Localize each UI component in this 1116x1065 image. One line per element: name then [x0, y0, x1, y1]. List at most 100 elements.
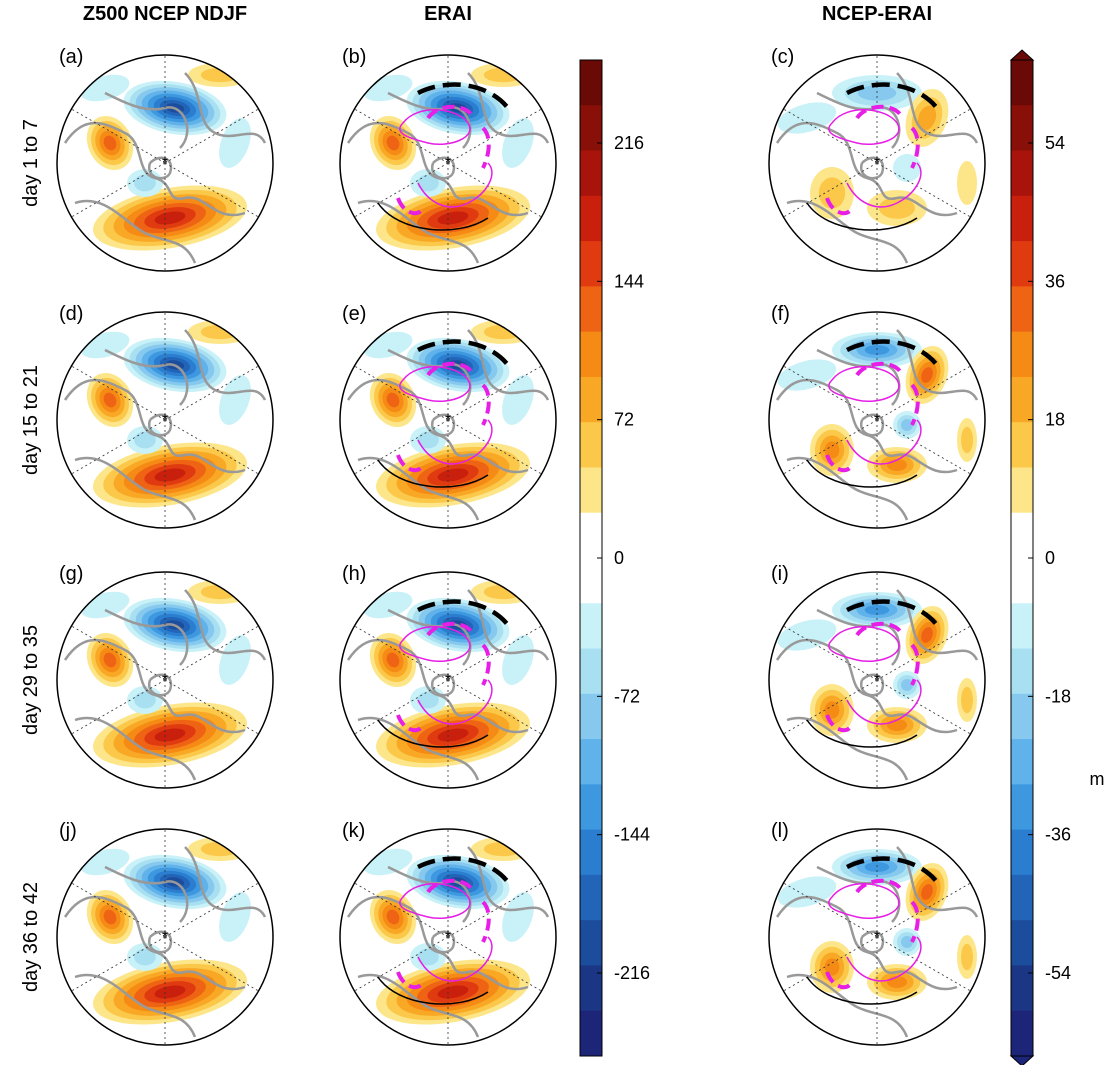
map-panel-e: * (e): [339, 303, 557, 529]
colorbar-segment: [1011, 467, 1033, 514]
svg-text:*: *: [874, 155, 880, 172]
colorbar-segment: [1011, 1010, 1033, 1057]
panel-label: (i): [771, 563, 789, 585]
panel-label: (f): [771, 303, 790, 325]
colorbar-segment: [1011, 648, 1033, 695]
colorbar-tick-label: 216: [614, 133, 644, 153]
colorbar-segment: [1011, 693, 1033, 740]
colorbar-segment: [580, 558, 602, 604]
colorbar-tick-label: -18: [1045, 686, 1071, 706]
colorbar-segment: [580, 195, 602, 242]
map-panel-c: * (c): [768, 46, 986, 272]
column-title-1: Z500 NCEP NDJF: [83, 3, 247, 25]
map-panel-k: * (k): [339, 820, 557, 1046]
colorbar-max-arrow: [1009, 49, 1035, 61]
svg-text:*: *: [874, 929, 880, 946]
column-title-3: NCEP-ERAI: [822, 3, 932, 25]
colorbar-segment: [580, 422, 602, 468]
map-panel-l: * (l): [768, 820, 986, 1046]
colorbar-segment: [580, 965, 602, 1012]
colorbar-segment: [580, 603, 602, 650]
colorbar-segment: [1011, 512, 1033, 559]
colorbar-segment: [1011, 105, 1033, 152]
colorbar-tick-label: 54: [1045, 133, 1065, 153]
colorbar-segment: [580, 693, 602, 740]
colorbar-segment: [1011, 422, 1033, 468]
colorbar-segment: [580, 1010, 602, 1057]
colorbar-segment: [1011, 286, 1033, 333]
map-panel-f: * (f): [768, 303, 986, 529]
colorbar-segment: [580, 331, 602, 378]
svg-text:*: *: [445, 412, 451, 429]
map-panel-d: * (d): [56, 303, 274, 529]
map-panel-b: * (b): [339, 46, 557, 272]
svg-text:*: *: [162, 155, 168, 172]
colorbar-segment: [580, 376, 602, 423]
colorbar-segment: [580, 286, 602, 333]
colorbar-tick-label: 0: [1045, 548, 1055, 568]
svg-text:*: *: [874, 412, 880, 429]
panel-label: (c): [771, 46, 794, 68]
colorbar-tick-label: 0: [614, 548, 624, 568]
colorbar-tick-label: 36: [1045, 271, 1065, 291]
colorbar-tick-label: 18: [1045, 410, 1065, 430]
panel-label: (d): [59, 303, 83, 325]
panel-label: (k): [342, 820, 365, 842]
colorbar-tick-label: 144: [614, 271, 644, 291]
colorbar-segment: [580, 829, 602, 876]
colorbar-segment: [1011, 920, 1033, 966]
svg-text:*: *: [162, 412, 168, 429]
colorbar-segment: [580, 874, 602, 921]
map-panel-g: * (g): [56, 563, 274, 789]
row-label-4: day 36 to 42: [20, 882, 42, 992]
svg-text:*: *: [874, 672, 880, 689]
colorbar-segment: [1011, 60, 1033, 106]
panel-label: (l): [771, 820, 789, 842]
colorbar-segment: [1011, 784, 1033, 831]
svg-text:*: *: [445, 155, 451, 172]
svg-text:*: *: [445, 929, 451, 946]
panel-label: (h): [342, 563, 366, 585]
map-panel-j: * (j): [56, 820, 274, 1046]
colorbar-segment: [580, 512, 602, 559]
colorbar-tick-label: 72: [614, 410, 634, 430]
row-label-3: day 29 to 35: [20, 625, 42, 735]
colorbar-segment: [1011, 376, 1033, 423]
panel-label: (g): [59, 563, 83, 585]
svg-text:*: *: [162, 672, 168, 689]
panel-label: (j): [59, 820, 77, 842]
panel-label: (a): [59, 46, 83, 68]
colorbar-segment: [580, 739, 602, 785]
colorbar-tick-label: -72: [614, 686, 640, 706]
row-label-2: day 15 to 21: [20, 365, 42, 475]
map-panel-a: * (a): [56, 46, 274, 272]
map-panel-h: * (h): [339, 563, 557, 789]
colorbar-segment: [1011, 150, 1033, 197]
colorbar-segment: [580, 241, 602, 287]
colorbar-tick-label: -54: [1045, 963, 1071, 983]
colorbar-erai: 216 144 72 0 -72 -144 -216: [579, 59, 650, 1057]
colorbar-tick-label: -144: [614, 825, 650, 845]
colorbar-unit-label: m: [1090, 769, 1105, 789]
colorbar-segment: [1011, 739, 1033, 785]
colorbar-segment: [1011, 603, 1033, 650]
row-label-1: day 1 to 7: [20, 119, 42, 207]
colorbar-segment: [580, 784, 602, 831]
colorbar-tick-label: -216: [614, 963, 650, 983]
column-title-2: ERAI: [424, 3, 472, 25]
colorbar-tick-label: -36: [1045, 825, 1071, 845]
svg-text:*: *: [445, 672, 451, 689]
svg-text:*: *: [162, 929, 168, 946]
colorbar-segment: [1011, 195, 1033, 242]
colorbar-segment: [1011, 874, 1033, 921]
map-panels: * (a) * (b) * (c) * (d) * (e) * (f) * (g) * (h) * (i) * (j)…: [56, 46, 986, 1046]
colorbar-segment: [1011, 331, 1033, 378]
colorbar-segment: [580, 648, 602, 695]
colorbar-segment: [1011, 965, 1033, 1012]
panel-label: (b): [342, 46, 366, 68]
colorbar-segment: [1011, 829, 1033, 876]
colorbar-segment: [1011, 241, 1033, 287]
panel-label: (e): [342, 303, 366, 325]
colorbar-min-arrow: [1009, 1055, 1035, 1065]
